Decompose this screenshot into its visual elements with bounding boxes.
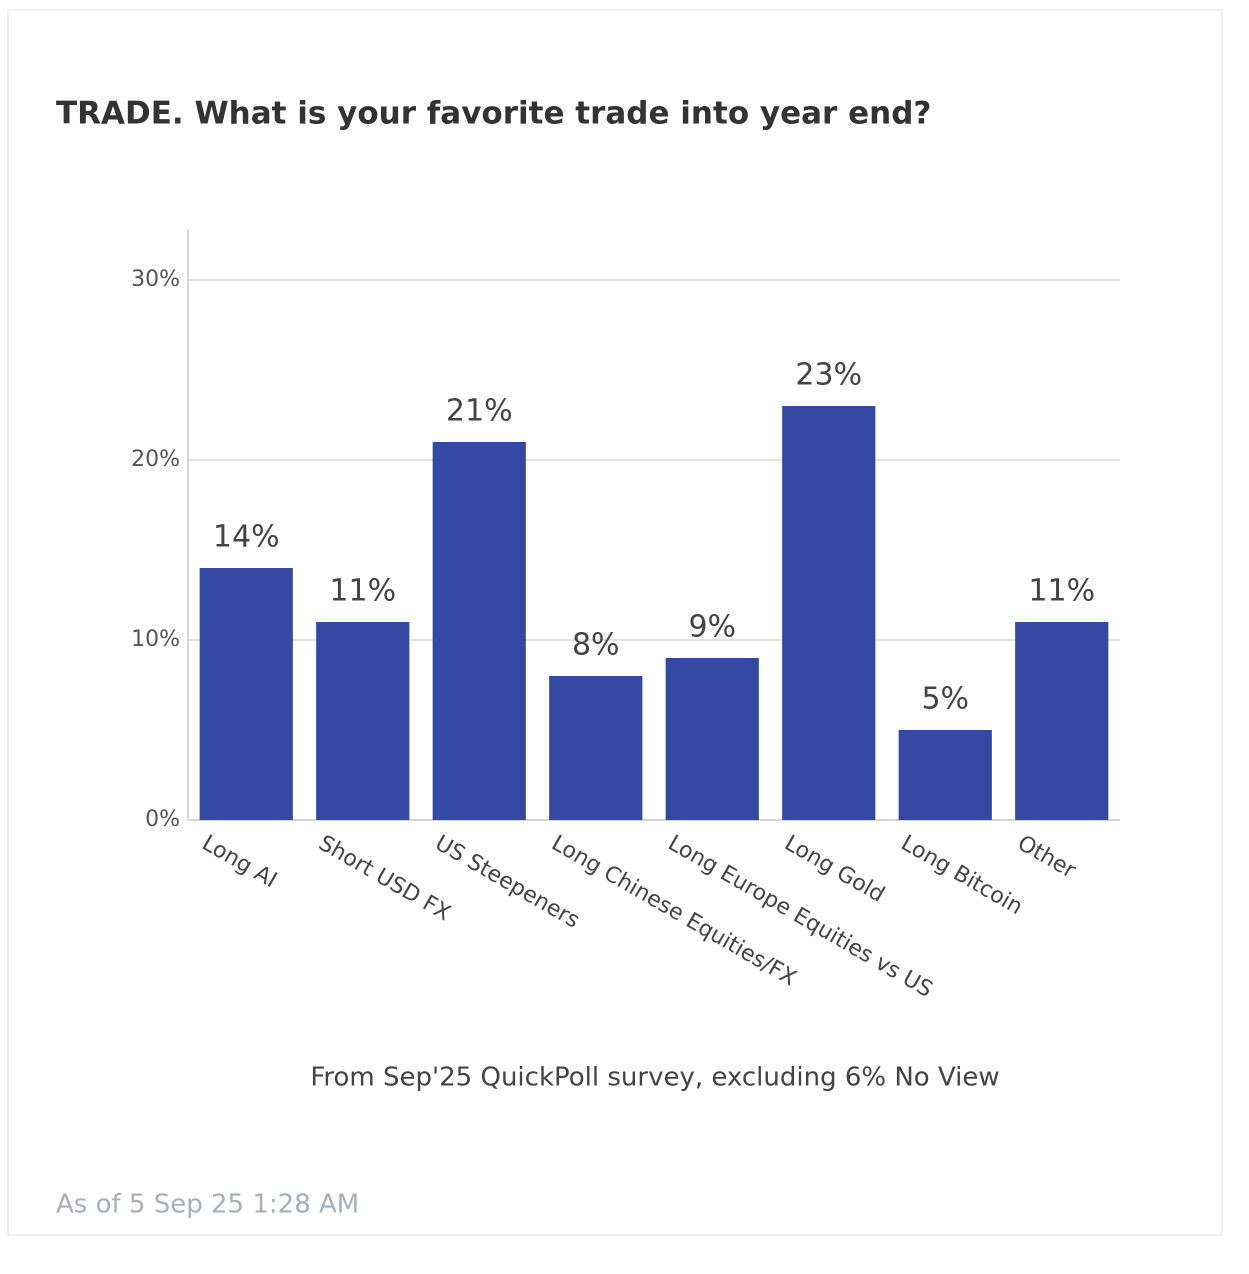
data-label: 23%: [795, 358, 862, 393]
bar: [199, 568, 293, 820]
bar: [316, 622, 410, 820]
bar: [782, 406, 876, 820]
y-tick-label: 0%: [145, 807, 180, 832]
bar: [665, 658, 759, 820]
data-label: 5%: [921, 682, 969, 717]
data-label: 8%: [572, 628, 620, 663]
data-label: 11%: [329, 574, 396, 609]
bar: [898, 730, 992, 820]
bar: [432, 442, 526, 820]
y-tick-label: 10%: [131, 627, 180, 652]
bar: [549, 676, 643, 820]
data-label: 14%: [213, 520, 280, 555]
bar: [1015, 622, 1109, 820]
y-tick-label: 30%: [131, 267, 180, 292]
chart-title: TRADE. What is your favorite trade into …: [56, 96, 931, 132]
footer: As of 5 Sep 25 1:28 AM: [56, 1190, 359, 1220]
y-tick-label: 20%: [131, 447, 180, 472]
data-label: 21%: [446, 394, 513, 429]
note: From Sep'25 QuickPoll survey, excluding …: [310, 1063, 999, 1093]
data-label: 11%: [1028, 574, 1095, 609]
data-label: 9%: [688, 610, 736, 645]
